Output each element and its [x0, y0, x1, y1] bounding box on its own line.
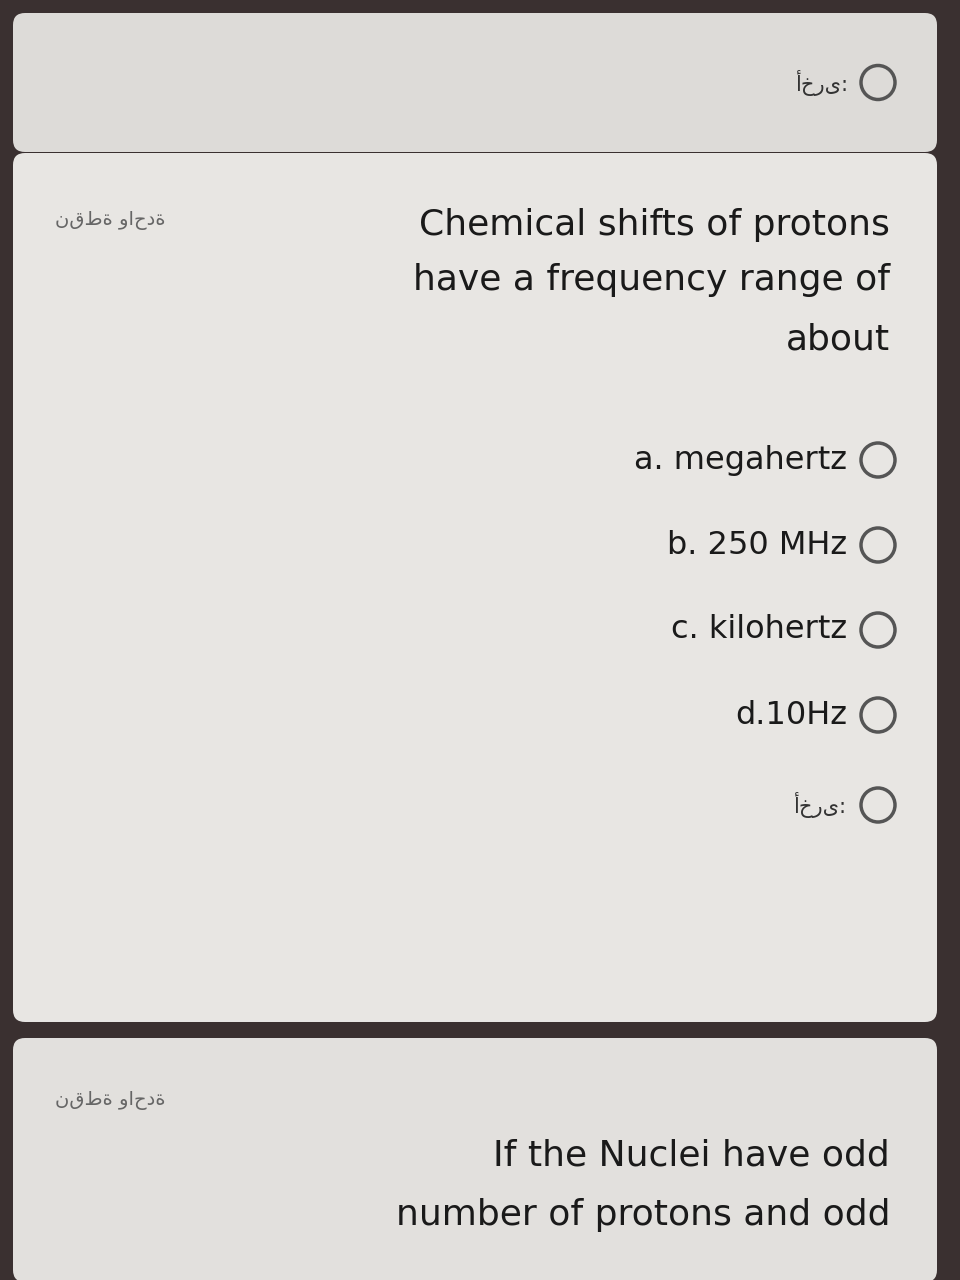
- FancyBboxPatch shape: [13, 154, 937, 1021]
- Text: have a frequency range of: have a frequency range of: [413, 262, 890, 297]
- Text: أخرى:: أخرى:: [794, 792, 847, 818]
- Text: If the Nuclei have odd: If the Nuclei have odd: [493, 1138, 890, 1172]
- Text: نقطة واحدة: نقطة واحدة: [55, 1091, 165, 1110]
- Text: c. kilohertz: c. kilohertz: [671, 614, 847, 645]
- Text: a. megahertz: a. megahertz: [634, 444, 847, 475]
- Text: Chemical shifts of protons: Chemical shifts of protons: [420, 207, 890, 242]
- FancyBboxPatch shape: [13, 1038, 937, 1280]
- Text: number of protons and odd: number of protons and odd: [396, 1198, 890, 1231]
- Text: d.10Hz: d.10Hz: [735, 699, 847, 731]
- Text: نقطة واحدة: نقطة واحدة: [55, 210, 165, 229]
- Text: b. 250 MHz: b. 250 MHz: [667, 530, 847, 561]
- Text: أخرى:: أخرى:: [796, 69, 849, 96]
- FancyBboxPatch shape: [13, 13, 937, 152]
- Text: about: about: [786, 323, 890, 357]
